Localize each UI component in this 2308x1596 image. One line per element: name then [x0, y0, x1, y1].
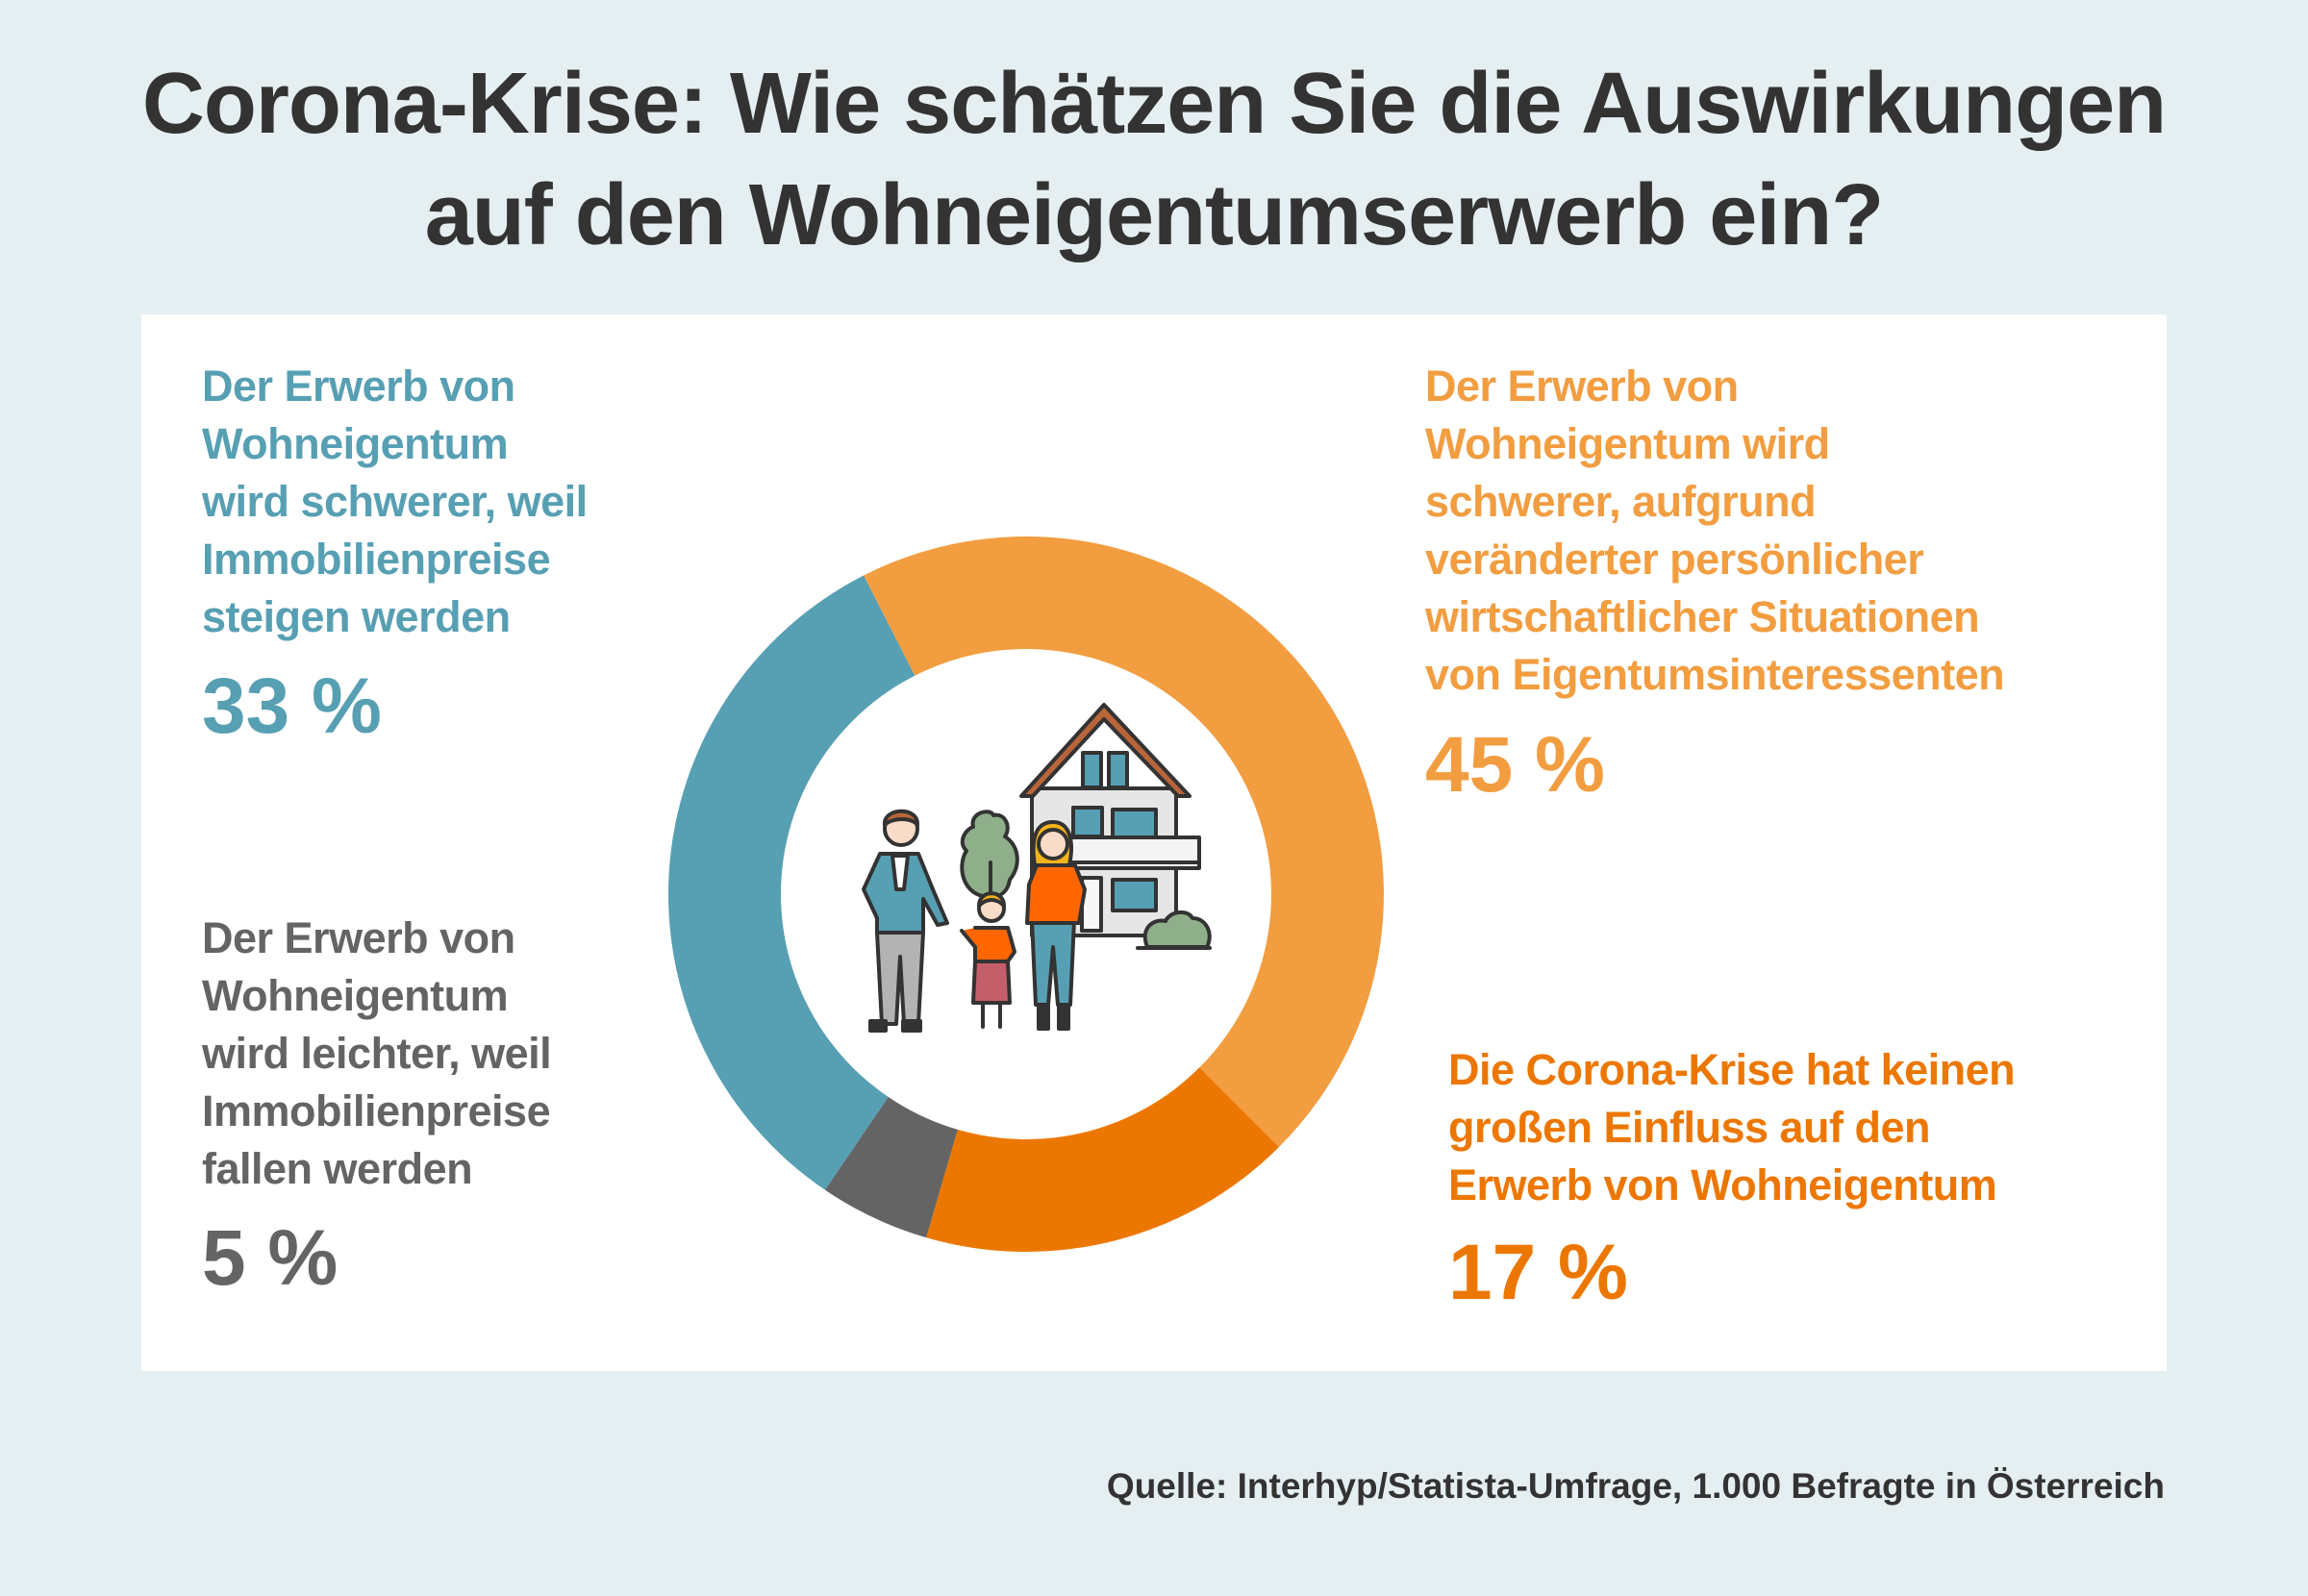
- family-house-illustration: [862, 703, 1212, 1033]
- donut-slices: [668, 536, 1384, 1252]
- label-line: Wohneigentum: [202, 419, 509, 468]
- label-line: Die Corona-Krise hat keinen: [1448, 1045, 2016, 1094]
- value-label-5: 5 %: [202, 1214, 339, 1302]
- label-line: fallen werden: [202, 1144, 473, 1193]
- donut-slice-5: [824, 1096, 958, 1238]
- man-icon: [862, 809, 949, 1033]
- label-line: Immobilienpreise: [202, 535, 551, 584]
- girl-icon: [960, 891, 1016, 1029]
- label-line: wird leichter, weil: [202, 1029, 552, 1078]
- title-line-2: auf den Wohneigentumserwerb ein?: [424, 167, 1885, 263]
- donut-slice-33: [668, 575, 916, 1190]
- label-line: großen Einfluss auf den: [1448, 1103, 1931, 1152]
- label-slice-no-influence: Die Corona-Krise hat keinen großen Einfl…: [1448, 1041, 2016, 1214]
- bush-icon: [1142, 910, 1212, 949]
- chart-title: Corona-Krise: Wie schätzen Sie die Auswi…: [0, 48, 2308, 271]
- label-line: steigen werden: [202, 592, 511, 641]
- label-slice-prices-rise: Der Erwerb von Wohneigentum wird schwere…: [202, 358, 588, 646]
- label-line: von Eigentumsinteressenten: [1425, 650, 2005, 699]
- value-label-33: 33 %: [202, 662, 382, 750]
- source-note: Quelle: Interhyp/Statista-Umfrage, 1.000…: [1106, 1466, 2165, 1506]
- title-line-1: Corona-Krise: Wie schätzen Sie die Auswi…: [141, 56, 2167, 152]
- woman-icon: [1025, 820, 1087, 1031]
- tree-icon: [960, 810, 1019, 899]
- label-line: Wohneigentum: [202, 971, 509, 1020]
- value-label-17: 17 %: [1448, 1229, 1628, 1316]
- label-line: Wohneigentum wird: [1425, 419, 1830, 468]
- label-line: schwerer, aufgrund: [1425, 477, 1817, 526]
- label-slice-personal-situation: Der Erwerb von Wohneigentum wird schwere…: [1425, 358, 2005, 704]
- label-line: Der Erwerb von: [202, 362, 515, 411]
- label-slice-prices-fall: Der Erwerb von Wohneigentum wird leichte…: [202, 910, 552, 1198]
- label-line: Erwerb von Wohneigentum: [1448, 1160, 1997, 1209]
- donut-slice-17: [926, 1067, 1280, 1252]
- donut-slice-45: [864, 536, 1384, 1148]
- label-line: Der Erwerb von: [202, 913, 515, 962]
- value-label-45: 45 %: [1425, 721, 1605, 809]
- label-line: Immobilienpreise: [202, 1086, 551, 1135]
- label-line: Der Erwerb von: [1425, 362, 1739, 411]
- label-line: veränderter persönlicher: [1425, 535, 1924, 584]
- label-line: wird schwerer, weil: [202, 477, 588, 526]
- label-line: wirtschaftlicher Situationen: [1425, 592, 1980, 641]
